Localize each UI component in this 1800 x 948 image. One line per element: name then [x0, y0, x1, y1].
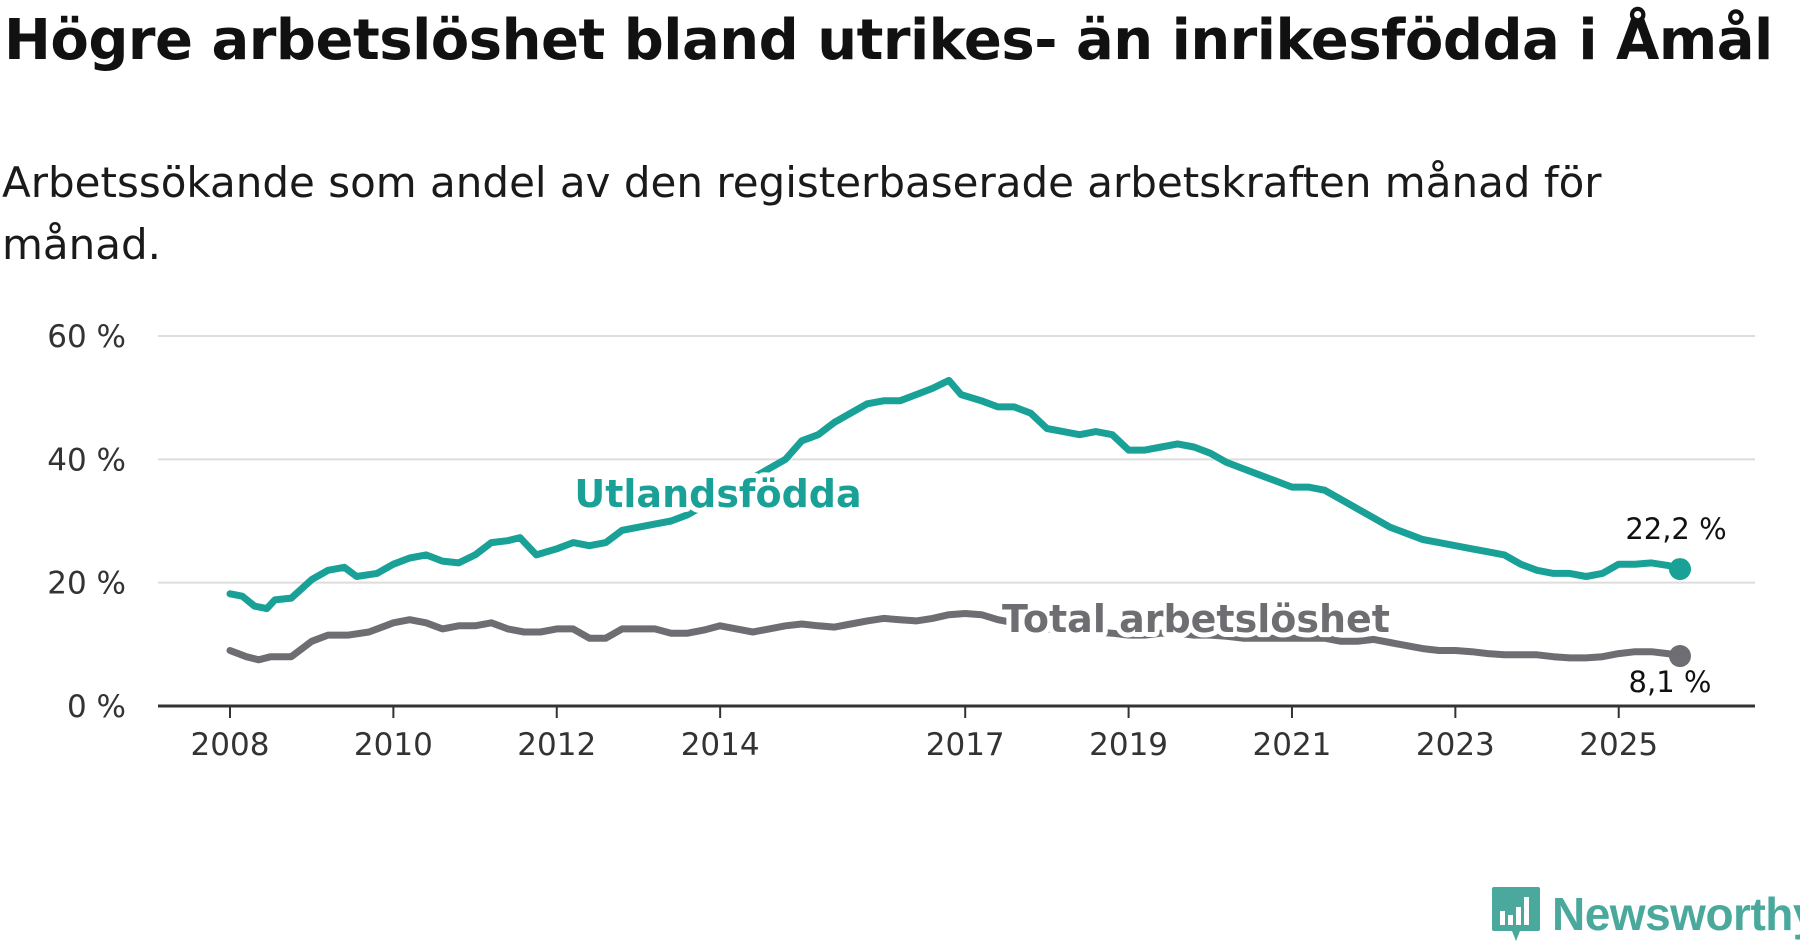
series-name-label: Total arbetslöshet: [1002, 597, 1390, 641]
x-axis-ticks: 2008 2010 2012 2014 2017 2019 2021 2023 2025: [191, 706, 1658, 763]
x-tick-label: 2021: [1253, 727, 1332, 763]
series-end-marker: [1669, 558, 1691, 581]
x-tick-label: 2017: [926, 727, 1005, 763]
y-tick-label: 40 %: [47, 442, 126, 478]
series-line-total: [226, 610, 1684, 664]
x-tick-label: 2023: [1416, 727, 1495, 763]
x-tick-label: 2019: [1089, 727, 1168, 763]
series-name-label: Utlandsfödda: [574, 472, 861, 516]
series-line-utlandsfodda: [226, 376, 1684, 613]
x-tick-label: 2008: [191, 727, 270, 763]
y-tick-label: 60 %: [47, 319, 126, 355]
logo-text: Newsworthy: [1552, 888, 1800, 940]
series-name-halo: Utlandsfödda: [574, 472, 861, 516]
y-tick-label: 20 %: [47, 566, 126, 602]
newsworthy-chart-icon: [1492, 887, 1540, 941]
x-tick-label: 2010: [354, 727, 433, 763]
x-tick-label: 2025: [1579, 727, 1658, 763]
x-tick-label: 2012: [517, 727, 596, 763]
series-labels: 22,2 %8,1 %UtlandsföddaUtlandsföddaTotal…: [569, 467, 1726, 699]
series-name-halo: Total arbetslöshet: [1002, 597, 1390, 641]
grid-lines: [158, 335, 1755, 584]
y-tick-label: 0 %: [67, 689, 126, 725]
series-end-value: 22,2 %: [1625, 512, 1726, 546]
series-lines: [226, 376, 1691, 668]
chart-subtitle: Arbetssökande som andel av den registerb…: [2, 158, 1602, 269]
series-end-marker: [1669, 645, 1691, 668]
newsworthy-logo: Newsworthy: [1490, 886, 1800, 942]
series-end-value: 8,1 %: [1629, 665, 1712, 699]
chart-title: Högre arbetslöshet bland utrikes- än inr…: [4, 8, 1773, 73]
y-axis-tick-labels: 0 % 20 % 40 % 60 %: [47, 319, 126, 725]
x-tick-label: 2014: [681, 727, 760, 763]
